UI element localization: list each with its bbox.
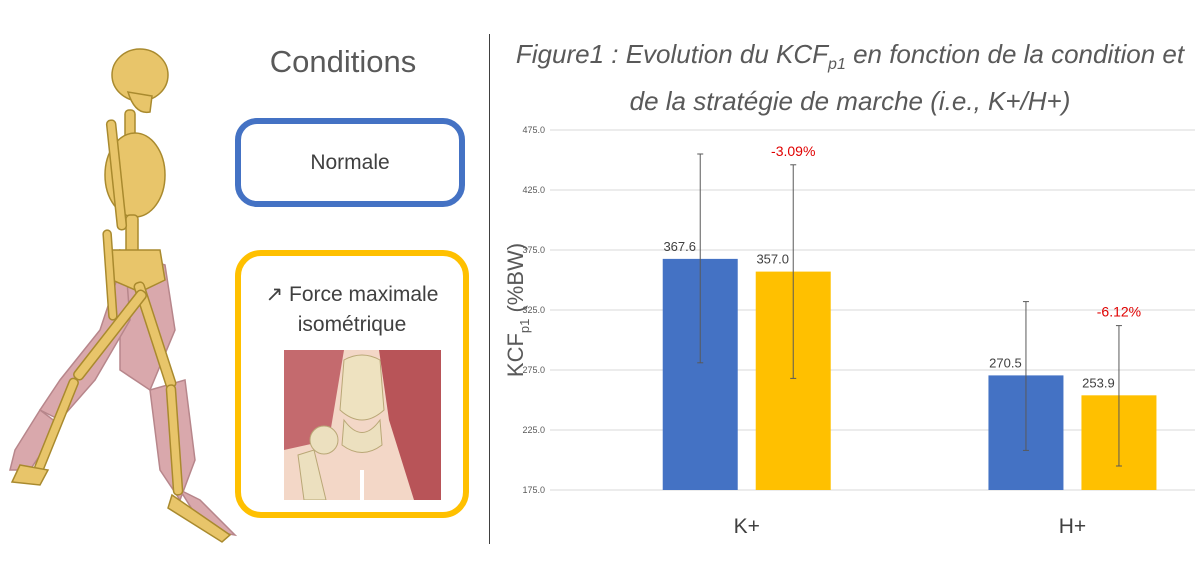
bar-chart: 175.0 225.0 275.0 325.0 375.0 425.0 475.0 KCFp1…: [503, 125, 1195, 538]
y-tick-label: 175.0: [522, 485, 545, 495]
percent-change-annotation: -3.09%: [771, 143, 815, 159]
figure-title-prefix: Figure1 : Evolution du KCF: [515, 39, 829, 69]
y-axis-label-sub: p1: [517, 319, 532, 333]
data-label: 253.9: [1082, 375, 1115, 390]
force-condition-box: ↗ Force maximale isométrique: [235, 250, 469, 518]
conditions-title: Conditions: [269, 44, 417, 79]
x-category-label: K+: [734, 515, 760, 538]
data-label: 367.6: [663, 239, 696, 254]
force-condition-label: ↗ Force maximale isométrique: [241, 280, 463, 340]
normal-condition-label: Normale: [310, 150, 390, 174]
pelvis-muscle-illustration: [284, 350, 441, 500]
x-category-label: H+: [1059, 515, 1086, 538]
figure-title: Figure1 : Evolution du KCFp1 en fonction…: [500, 36, 1200, 119]
data-label: 270.5: [989, 355, 1022, 370]
y-tick-label: 275.0: [522, 365, 545, 375]
data-label: 357.0: [756, 252, 789, 267]
figure-title-suffix: en fonction de la condition et de la str…: [629, 39, 1185, 117]
skeleton-illustration: [9, 48, 238, 543]
skeleton-muscles: [9, 248, 238, 537]
y-axis-label-unit: (%BW): [503, 243, 528, 319]
skeleton-bones: [10, 48, 232, 543]
y-tick-label: 225.0: [522, 425, 545, 435]
vertical-divider: [489, 34, 490, 544]
normal-condition-box: Normale: [235, 118, 465, 207]
force-label-line2: isométrique: [297, 313, 407, 336]
y-tick-label: 375.0: [522, 245, 545, 255]
y-tick-label: 425.0: [522, 185, 545, 195]
y-tick-label: 325.0: [522, 305, 545, 315]
y-tick-label: 475.0: [522, 125, 545, 135]
force-label-line1: Force maximale: [289, 283, 439, 306]
y-axis-label-main: KCF: [503, 333, 528, 377]
y-axis-label: KCFp1 (%BW): [503, 243, 532, 377]
percent-change-annotation: -6.12%: [1097, 304, 1141, 320]
figure-title-subscript: p1: [828, 56, 846, 74]
arrow-up-right-icon: ↗: [265, 283, 284, 306]
